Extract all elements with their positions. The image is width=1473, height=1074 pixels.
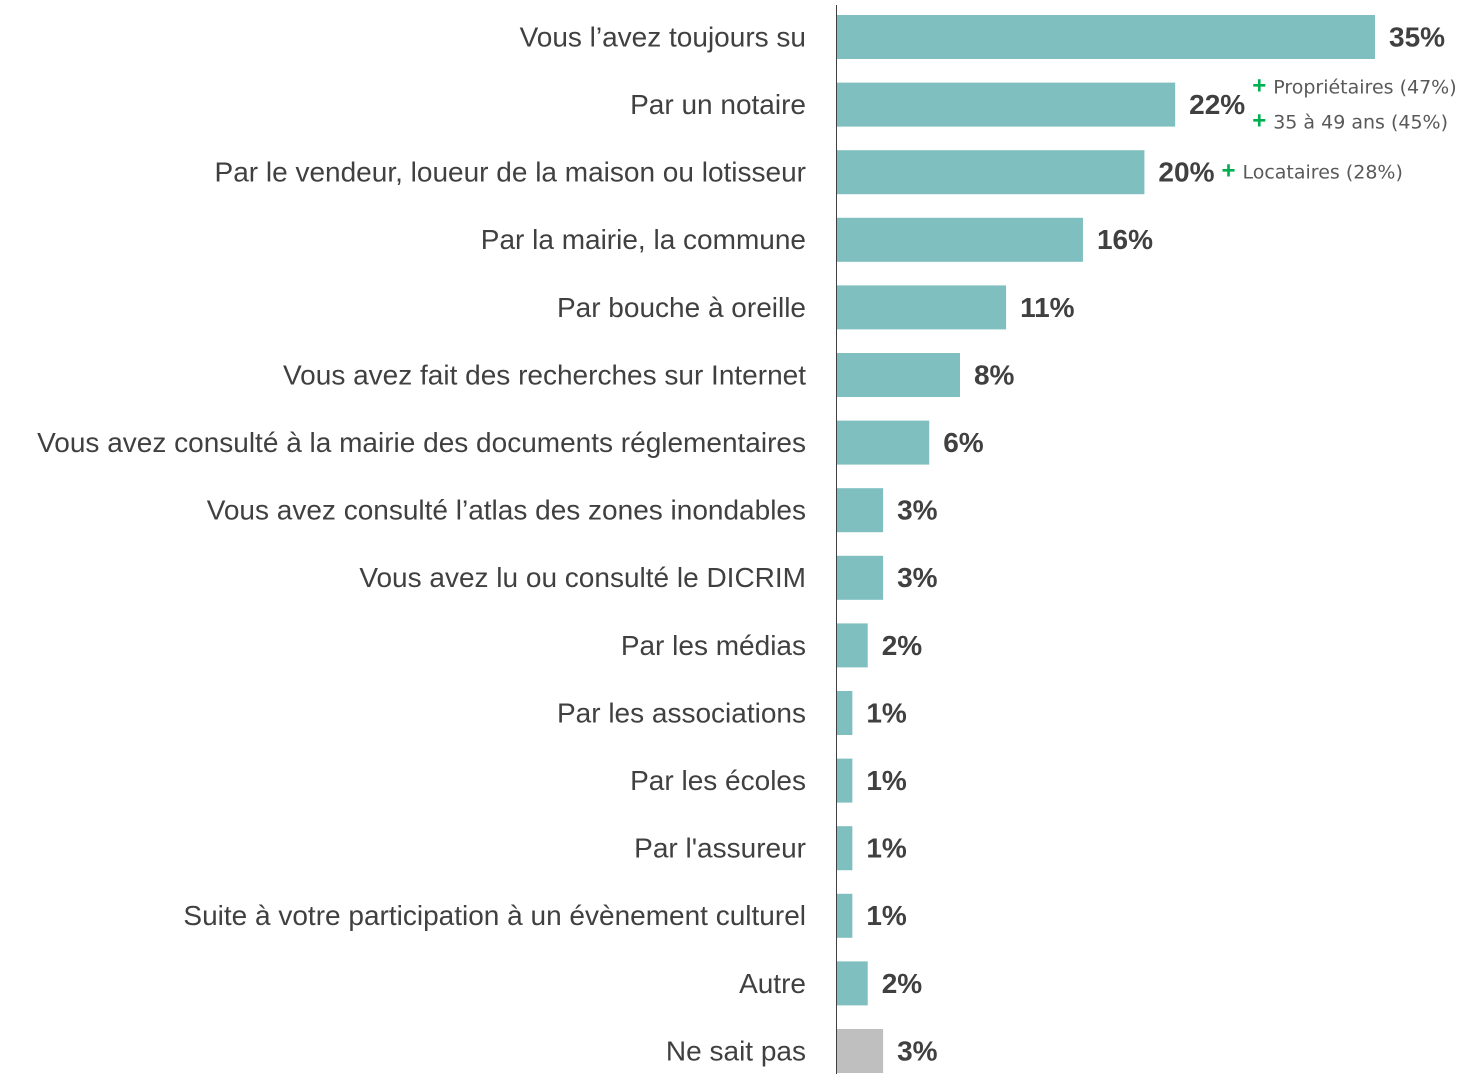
bar [837,285,1007,330]
category-label: Par les associations [557,697,806,728]
annotation-marker: + [1252,72,1266,99]
value-label: 8% [974,359,1015,390]
category-label: Par les médias [621,630,806,661]
annotation-marker: + [1252,107,1266,134]
annotation-marker: + [1221,158,1235,185]
bar [837,420,930,465]
bar [837,758,853,803]
value-label: 16% [1097,224,1153,255]
annotation: Propriétaires (47%) [1273,77,1456,99]
bar [837,1029,884,1073]
category-label: Vous avez consulté à la mairie des docum… [37,427,806,458]
value-label: 20% [1158,157,1214,188]
value-label: 2% [882,968,923,999]
bar [837,826,853,871]
value-label: 1% [866,765,907,796]
category-label: Autre [739,968,806,999]
annotation: Locataires (28%) [1242,162,1402,184]
category-label: Par la mairie, la commune [481,224,806,255]
value-label: 22% [1189,89,1245,120]
category-label: Par les écoles [630,765,806,796]
bar [837,555,884,600]
value-label: 1% [866,833,907,864]
category-label: Par l'assureur [634,833,806,864]
bar [837,488,884,533]
category-label: Suite à votre participation à un évèneme… [183,900,806,931]
annotation: 35 à 49 ans (45%) [1273,112,1448,134]
value-label: 3% [897,495,938,526]
bar [837,82,1176,127]
value-label: 3% [897,562,938,593]
category-label: Par bouche à oreille [557,292,806,323]
bar [837,691,853,735]
category-label: Par un notaire [630,89,806,120]
bar [837,217,1083,262]
category-label: Vous l’avez toujours su [520,21,806,52]
bar [837,961,868,1006]
value-label: 1% [866,900,907,931]
value-label: 1% [866,697,907,728]
bar [837,623,868,668]
category-label: Vous avez consulté l’atlas des zones ino… [207,495,806,526]
value-label: 11% [1020,292,1075,323]
bar [837,893,853,938]
category-label: Par le vendeur, loueur de la maison ou l… [215,157,806,188]
category-label: Vous avez lu ou consulté le DICRIM [359,562,806,593]
bar [837,353,960,397]
value-label: 2% [882,630,923,661]
value-label: 6% [943,427,984,458]
bar [837,15,1375,59]
category-label: Vous avez fait des recherches sur Intern… [283,359,806,390]
category-label: Ne sait pas [666,1035,806,1066]
bar [837,150,1145,195]
value-label: 35% [1389,21,1445,52]
value-label: 3% [897,1035,938,1066]
